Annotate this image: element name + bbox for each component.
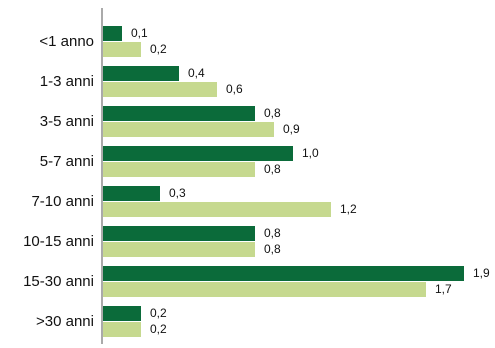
- value-label-series2-3-5-anni: 0,9: [283, 122, 300, 136]
- category-label-gt-30-anni: >30 anni: [36, 313, 94, 330]
- bar-series2-3-5-anni: [103, 122, 274, 137]
- bar-series1-5-7-anni: [103, 146, 293, 161]
- bar-series1-7-10-anni: [103, 186, 160, 201]
- bar-series1-gt-30-anni: [103, 306, 141, 321]
- category-label-3-5-anni: 3-5 anni: [40, 113, 94, 130]
- bar-series2-1-3-anni: [103, 82, 217, 97]
- value-labels: 0,10,20,40,60,80,91,00,80,31,20,80,81,91…: [131, 26, 490, 336]
- bar-series2-15-30-anni: [103, 282, 426, 297]
- value-label-series1-3-5-anni: 0,8: [264, 106, 281, 120]
- value-label-series2-10-15-anni: 0,8: [264, 242, 281, 256]
- value-label-series2-gt-30-anni: 0,2: [150, 322, 167, 336]
- bar-series2-5-7-anni: [103, 162, 255, 177]
- bar-series2-gt-30-anni: [103, 322, 141, 337]
- value-label-series1-10-15-anni: 0,8: [264, 226, 281, 240]
- value-label-series2-1-3-anni: 0,6: [226, 82, 243, 96]
- value-label-series1-7-10-anni: 0,3: [169, 186, 186, 200]
- value-label-series1-lt-1-anno: 0,1: [131, 26, 148, 40]
- bar-series1-15-30-anni: [103, 266, 464, 281]
- bar-series2-10-15-anni: [103, 242, 255, 257]
- category-label-1-3-anni: 1-3 anni: [40, 73, 94, 90]
- bar-series2-7-10-anni: [103, 202, 331, 217]
- value-label-series2-lt-1-anno: 0,2: [150, 42, 167, 56]
- value-label-series2-5-7-anni: 0,8: [264, 162, 281, 176]
- bar-series1-lt-1-anno: [103, 26, 122, 41]
- category-label-10-15-anni: 10-15 anni: [23, 233, 94, 250]
- bars: [103, 26, 464, 337]
- bar-series1-3-5-anni: [103, 106, 255, 121]
- category-labels: <1 anno 1-3 anni 3-5 anni 5-7 anni 7-10 anni…: [23, 33, 94, 330]
- value-label-series1-1-3-anni: 0,4: [188, 66, 205, 80]
- category-label-7-10-anni: 7-10 anni: [31, 193, 94, 210]
- value-label-series2-7-10-anni: 1,2: [340, 202, 357, 216]
- value-label-series1-15-30-anni: 1,9: [473, 266, 490, 280]
- bar-series1-1-3-anni: [103, 66, 179, 81]
- value-label-series2-15-30-anni: 1,7: [435, 282, 452, 296]
- category-label-5-7-anni: 5-7 anni: [40, 153, 94, 170]
- bar-series2-lt-1-anno: [103, 42, 141, 57]
- value-label-series1-5-7-anni: 1,0: [302, 146, 319, 160]
- category-label-15-30-anni: 15-30 anni: [23, 273, 94, 290]
- value-label-series1-gt-30-anni: 0,2: [150, 306, 167, 320]
- category-label-lt-1-anno: <1 anno: [39, 33, 94, 50]
- bar-series1-10-15-anni: [103, 226, 255, 241]
